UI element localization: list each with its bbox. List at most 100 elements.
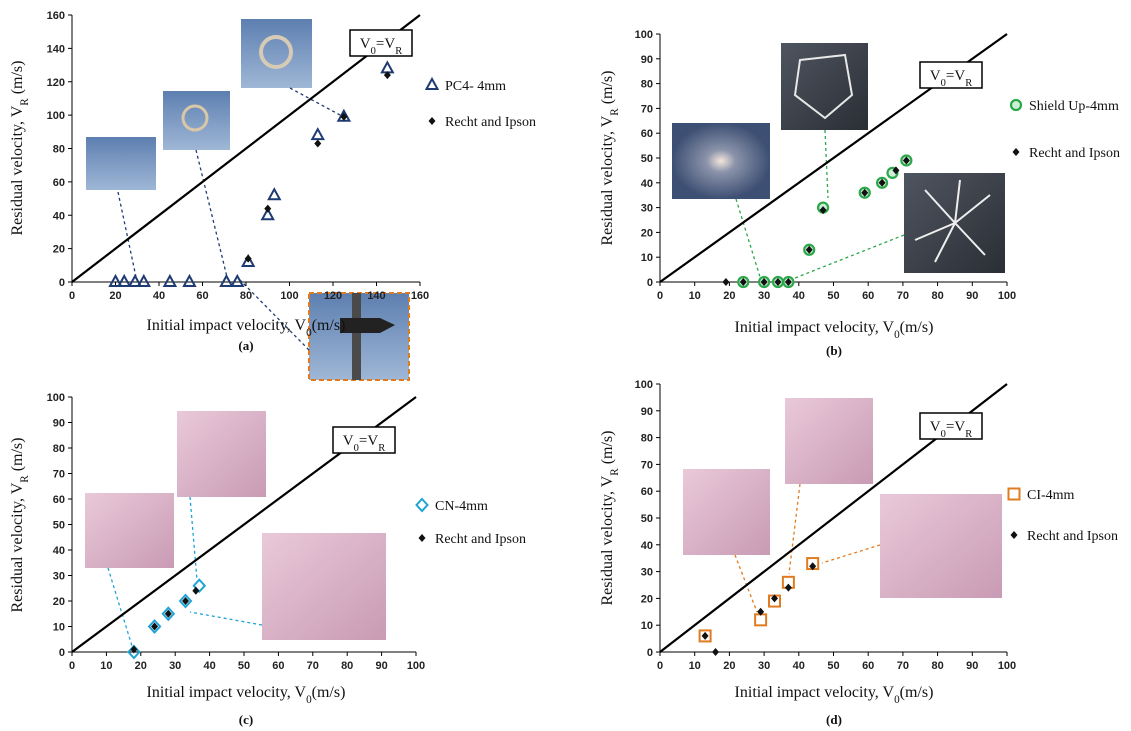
y-axis-label-part: (m/s)	[9, 60, 26, 98]
y-tick-label: 50	[641, 513, 653, 525]
arrow	[788, 483, 801, 575]
annotation-part: 0	[941, 429, 946, 440]
x-axis-label-part: (m/s)	[900, 319, 934, 336]
marker-diamond	[805, 245, 813, 254]
y-axis-label: Residual velocity, VR (m/s)	[9, 437, 31, 612]
annotation-box	[919, 412, 983, 440]
y-tick-label: 90	[641, 406, 653, 418]
y-tick-label: 100	[47, 110, 65, 122]
caption: (d)	[826, 712, 842, 727]
marker-diamond	[147, 619, 162, 634]
x-tick-label: 30	[169, 660, 181, 672]
x-tick-label: 70	[307, 660, 319, 672]
x-tick-label: 140	[367, 290, 385, 302]
marker-diamond	[161, 606, 176, 622]
photo-detail	[793, 53, 854, 120]
y-tick-label: 20	[641, 227, 653, 239]
y-tick-label: 10	[53, 622, 65, 634]
photo	[683, 469, 770, 555]
y-tick-label: 70	[641, 103, 653, 115]
marker-diamond	[819, 206, 827, 215]
marker-diamond	[774, 278, 782, 286]
x-tick-label: 100	[280, 290, 298, 302]
annotation-box	[332, 426, 396, 454]
marker-diamond	[340, 112, 348, 121]
arrow	[195, 149, 228, 278]
x-tick-label: 80	[240, 290, 252, 302]
x-tick-label: 40	[793, 290, 805, 302]
x-tick-label: 0	[657, 660, 663, 672]
marker-square	[1007, 487, 1021, 501]
marker-diamond	[722, 278, 730, 286]
x-tick-label: 10	[689, 290, 701, 302]
y-tick-label: 20	[641, 593, 653, 605]
marker-triangle	[240, 253, 256, 267]
y-tick-label: 70	[641, 459, 653, 471]
marker-diamond	[760, 278, 768, 286]
x-axis-label-part: (m/s)	[900, 684, 934, 701]
annotation-part: =V	[946, 68, 965, 84]
marker-diamond	[771, 594, 779, 603]
x-tick-label: 40	[153, 290, 165, 302]
annotation-part: V	[930, 419, 941, 435]
arrow	[239, 279, 310, 351]
arrow	[734, 554, 758, 613]
marker-triangle	[267, 187, 282, 201]
marker-triangle	[310, 127, 325, 141]
y-tick-label: 10	[641, 252, 653, 264]
y-axis-label-part: (m/s)	[9, 437, 26, 475]
x-tick-label: 0	[69, 290, 75, 302]
marker-diamond	[164, 609, 172, 618]
marker-diamond	[192, 578, 207, 594]
y-tick-label: 100	[635, 379, 653, 391]
legend-label: CN-4mm	[435, 499, 488, 514]
y-tick-label: 20	[53, 596, 65, 608]
x-tick-label: 60	[272, 660, 284, 672]
x-axis-label-part: Initial impact velocity, V	[147, 317, 307, 334]
photo	[86, 137, 156, 190]
marker-triangle	[136, 273, 151, 287]
x-axis-label: Initial impact velocity, V0(m/s)	[735, 684, 934, 706]
y-axis-label-part: Residual velocity, V	[599, 475, 616, 605]
x-axis-label-part: Initial impact velocity, V	[735, 684, 895, 701]
annotation: V0=VR	[343, 433, 385, 454]
x-tick-label: 20	[109, 290, 121, 302]
y-tick-label: 50	[641, 153, 653, 165]
x-tick-label: 50	[827, 290, 839, 302]
y-tick-label: 80	[641, 433, 653, 445]
y-tick-label: 10	[641, 620, 653, 632]
marker-diamond	[701, 631, 709, 640]
y-axis-label-part: R	[19, 475, 31, 483]
y-axis-label-part: (m/s)	[599, 70, 616, 108]
x-axis-label-part: 0	[894, 694, 900, 706]
x-tick-label: 100	[998, 660, 1016, 672]
x-tick-label: 80	[931, 660, 943, 672]
legend-label: CI-4mm	[1027, 488, 1075, 503]
annotation: V0=VR	[930, 68, 972, 89]
arrow	[789, 234, 905, 281]
y-tick-label: 100	[47, 392, 65, 404]
marker-triangle	[162, 273, 178, 287]
x-tick-label: 10	[689, 660, 701, 672]
marker-triangle	[424, 76, 440, 90]
annotation-part: =V	[946, 419, 965, 435]
x-axis-label-part: Initial impact velocity, V	[147, 684, 307, 701]
y-tick-label: 60	[641, 486, 653, 498]
arrow	[189, 611, 263, 626]
x-axis-label: Initial impact velocity, V0(m/s)	[735, 319, 934, 341]
photo	[85, 493, 174, 568]
photo	[241, 19, 312, 88]
arrows	[107, 87, 905, 647]
y-axis-label: Residual velocity, VR (m/s)	[9, 60, 31, 235]
caption: (c)	[239, 712, 253, 727]
y-tick-label: 160	[47, 10, 65, 22]
y-tick-label: 80	[641, 79, 653, 91]
x-tick-label: 160	[411, 290, 429, 302]
annotation-part: R	[965, 429, 972, 440]
arrow	[189, 496, 198, 581]
y-axis-label-part: (m/s)	[599, 430, 616, 468]
photo	[262, 533, 386, 640]
x-axis-label-part: 0	[894, 329, 900, 341]
x-tick-label: 90	[966, 290, 978, 302]
marker-diamond	[264, 204, 272, 213]
